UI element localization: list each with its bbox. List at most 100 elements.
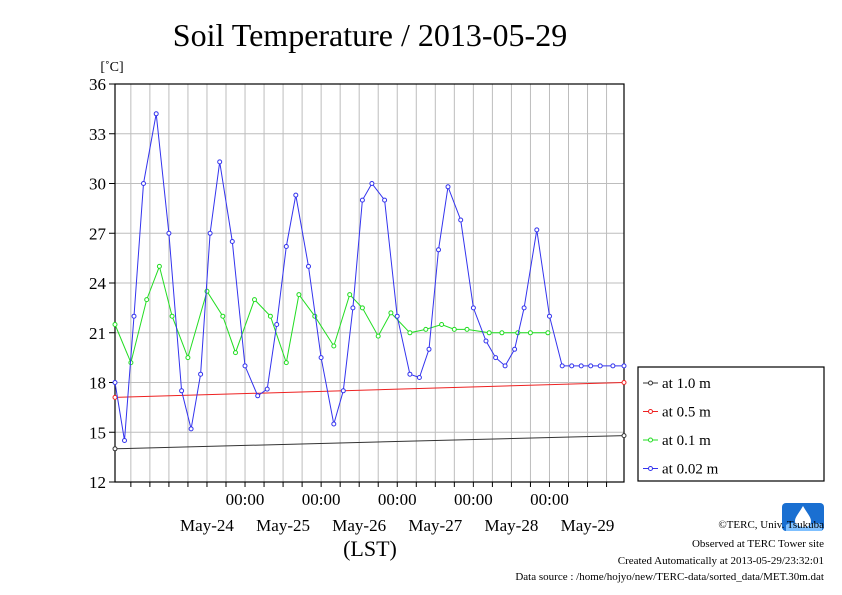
data-point <box>198 371 204 377</box>
data-point <box>621 433 627 439</box>
y-tick-label: 12 <box>89 473 106 492</box>
data-point <box>264 386 270 392</box>
grid-lines <box>115 83 624 483</box>
data-point <box>207 230 213 236</box>
legend-swatch-marker <box>648 409 653 414</box>
data-point <box>267 313 273 319</box>
y-tick-label: 33 <box>89 125 106 144</box>
data-point <box>407 330 413 336</box>
data-point <box>169 313 175 319</box>
data-point <box>439 322 445 327</box>
data-point <box>233 350 238 356</box>
data-point <box>512 346 518 352</box>
data-point <box>527 330 533 336</box>
data-point <box>131 313 137 319</box>
data-point <box>252 297 257 303</box>
data-point <box>112 322 118 327</box>
y-tick-label: 21 <box>89 324 106 343</box>
x-time-label: 00:00 <box>378 490 417 509</box>
data-point <box>445 184 451 190</box>
data-point <box>350 305 356 311</box>
series-line-0 <box>114 435 625 450</box>
data-point <box>559 363 565 369</box>
x-date-label: May-24 <box>180 516 234 535</box>
data-point <box>359 305 365 311</box>
data-point <box>588 363 594 369</box>
data-series <box>112 111 627 452</box>
legend-label: at 1.0 m <box>662 376 711 392</box>
data-point <box>112 394 118 400</box>
data-point <box>242 363 248 369</box>
data-point <box>416 375 422 380</box>
data-point <box>578 363 584 369</box>
data-point <box>359 197 365 203</box>
data-point <box>122 438 127 443</box>
data-point <box>621 363 627 369</box>
data-point <box>283 244 289 249</box>
x-date-label: May-28 <box>485 516 539 535</box>
observed-text: Observed at TERC Tower site <box>691 538 824 550</box>
data-point <box>423 326 429 332</box>
data-point <box>451 326 457 332</box>
legend-box <box>637 366 825 482</box>
data-point <box>502 363 508 369</box>
x-time-label: 00:00 <box>226 490 265 509</box>
legend-label: at 0.5 m <box>662 405 711 421</box>
data-point <box>166 230 172 236</box>
data-point <box>569 363 575 369</box>
series-line-3 <box>114 113 624 441</box>
data-point <box>486 330 492 336</box>
data-point <box>407 371 413 377</box>
x-time-label: 00:00 <box>302 490 341 509</box>
data-point <box>293 192 299 198</box>
series-line-1 <box>114 382 625 398</box>
data-point <box>394 313 400 319</box>
data-point <box>597 363 603 369</box>
data-point <box>331 343 337 349</box>
legend-swatch-marker <box>648 437 653 443</box>
data-point <box>112 446 118 452</box>
x-time-label: 00:00 <box>530 490 569 509</box>
data-point <box>375 333 381 339</box>
data-point <box>436 247 441 253</box>
legend-label: at 0.02 m <box>662 462 719 478</box>
x-date-label: May-27 <box>408 516 462 535</box>
data-point <box>188 426 194 432</box>
data-point <box>547 313 552 319</box>
data-point <box>499 330 505 336</box>
series-line-2 <box>114 264 548 365</box>
source-text: Data source : /home/hojyo/new/TERC-data/… <box>515 571 824 583</box>
data-point <box>331 421 337 427</box>
x-date-label: May-29 <box>561 516 615 535</box>
data-point <box>156 263 162 269</box>
x-date-label: May-25 <box>256 516 310 535</box>
y-tick-label: 18 <box>89 374 106 393</box>
data-point <box>112 380 118 385</box>
x-time-label: 00:00 <box>454 490 493 509</box>
legend-swatch-marker <box>648 380 653 386</box>
copyright-text: ©TERC, Univ. Tsukuba <box>718 519 824 531</box>
data-point <box>274 322 280 327</box>
data-point <box>388 310 394 316</box>
data-point <box>610 363 616 369</box>
terc-logo-icon <box>782 503 824 531</box>
data-point <box>318 355 324 361</box>
data-point <box>534 227 540 233</box>
legend-label: at 0.1 m <box>662 433 711 449</box>
y-tick-label: 15 <box>89 423 106 442</box>
data-point <box>217 159 223 165</box>
x-axis-label: (LST) <box>343 536 397 561</box>
axes: 12 15 18 21 24 27 30 33 36 00:00 00:00 00:00 00:00 00… <box>89 75 625 535</box>
data-point <box>306 263 311 269</box>
unit-label: [˚C] <box>100 60 123 75</box>
data-point <box>296 292 302 298</box>
data-point <box>340 388 346 394</box>
data-point <box>255 393 261 399</box>
legend: at 1.0 m at 0.5 m at 0.1 m at 0.02 m <box>637 366 825 482</box>
legend-swatch-marker <box>648 466 653 471</box>
y-tick-label: 30 <box>89 175 106 194</box>
data-point <box>220 313 226 319</box>
y-tick-label: 36 <box>89 75 106 94</box>
y-tick-label: 27 <box>89 224 107 243</box>
